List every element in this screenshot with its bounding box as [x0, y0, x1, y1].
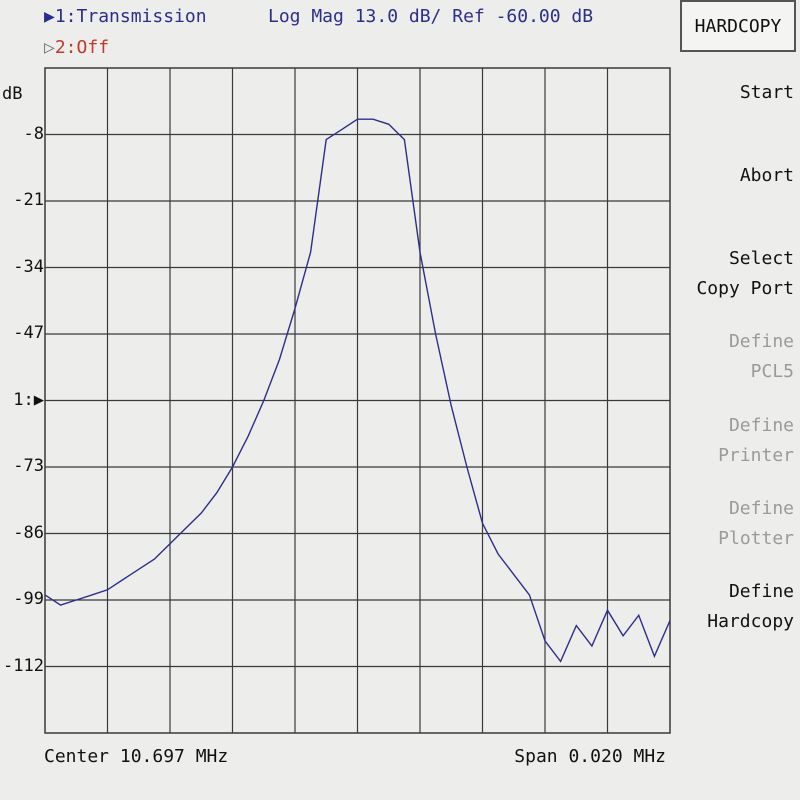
- softkey-define-printer[interactable]: Define Printer: [718, 415, 794, 466]
- softkey-define-plotter[interactable]: Define Plotter: [718, 498, 794, 549]
- inactive-channel-marker-icon: ▷: [44, 37, 55, 58]
- format-readout: Log Mag 13.0 dB/ Ref -60.00 dB: [268, 6, 594, 27]
- y-tick-label: -34: [13, 256, 44, 277]
- transmission-trace: [44, 118, 671, 663]
- y-axis-unit: dB: [2, 84, 23, 104]
- softkey-define-hardcopy[interactable]: Define Hardcopy: [707, 581, 794, 632]
- span-frequency: Span 0.020 MHz: [514, 746, 666, 767]
- softkey-start[interactable]: Start: [739, 82, 794, 103]
- softkey-select-copy-port[interactable]: Select Copy Port: [696, 248, 794, 299]
- y-tick-label: -47: [13, 323, 44, 343]
- channel-2-indicator: ▷2:Off: [44, 37, 109, 58]
- softkey-define-pcl5[interactable]: Define PCL5: [728, 331, 794, 382]
- y-tick-label: -112: [3, 655, 44, 676]
- y-tick-label: -21: [13, 190, 44, 210]
- center-frequency: Center 10.697 MHz: [44, 746, 229, 767]
- y-tick-label: -73: [13, 456, 44, 476]
- menu-title-hardcopy: HARDCOPY: [680, 0, 796, 52]
- channel-2-label: 2:Off: [54, 37, 110, 58]
- softkey-abort[interactable]: Abort: [739, 165, 794, 186]
- y-tick-label: -99: [13, 589, 44, 609]
- channel-1-label: 1:Transmission: [54, 6, 207, 27]
- active-channel-marker-icon: ▶: [44, 6, 55, 27]
- channel-1-indicator: ▶1:Transmission: [44, 6, 207, 27]
- y-tick-label: 1:▶: [13, 389, 44, 410]
- y-tick-label: -8: [23, 123, 44, 144]
- y-tick-label: -86: [13, 522, 44, 543]
